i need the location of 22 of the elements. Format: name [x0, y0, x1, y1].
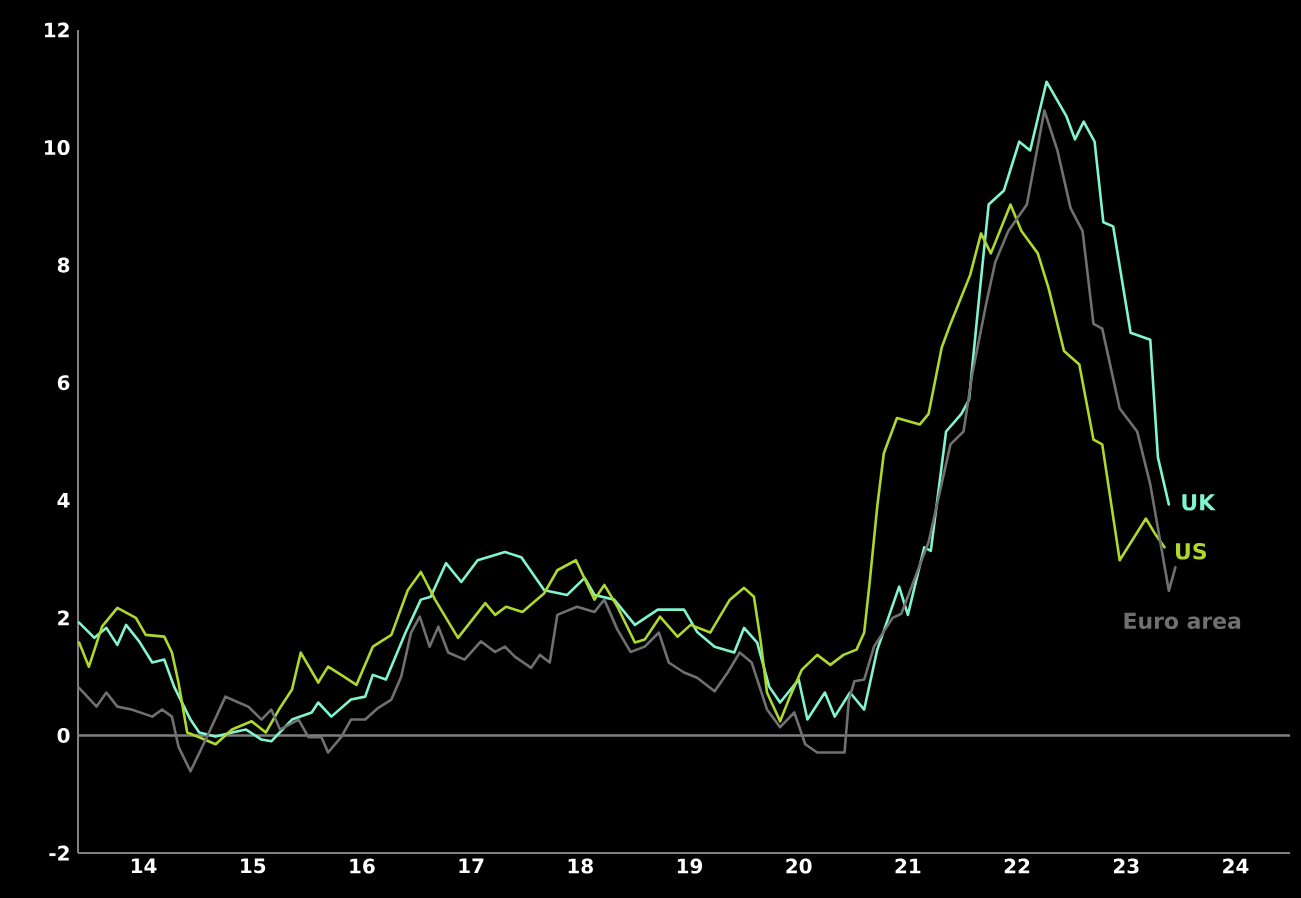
x-tick-label: 21 [895, 858, 921, 874]
series-label: Euro area [1124, 612, 1241, 630]
y-tick-label: 12 [45, 22, 69, 38]
x-tick-label: 16 [350, 858, 375, 874]
y-tick-label: 10 [45, 140, 70, 156]
x-tick-label: 18 [568, 858, 593, 874]
y-tick-label: 8 [57, 257, 70, 273]
x-tick-label: 23 [1113, 858, 1139, 874]
y-tick-label: 4 [57, 493, 70, 508]
x-tick-label: 24 [1223, 858, 1249, 874]
x-tick-label: 15 [241, 858, 266, 874]
x-tick-label: 22 [1004, 858, 1030, 874]
y-tick-label: -2 [49, 845, 69, 861]
series-label: US [1176, 543, 1206, 560]
x-tick-label: 14 [131, 858, 157, 874]
series-label: UK [1182, 494, 1216, 511]
x-tick-label: 17 [459, 858, 484, 874]
y-tick-label: 6 [57, 375, 70, 391]
y-tick-label: 0 [57, 727, 70, 743]
x-tick-label: 20 [786, 858, 812, 874]
x-tick-label: 19 [677, 858, 703, 874]
y-tick-label: 2 [58, 610, 69, 626]
